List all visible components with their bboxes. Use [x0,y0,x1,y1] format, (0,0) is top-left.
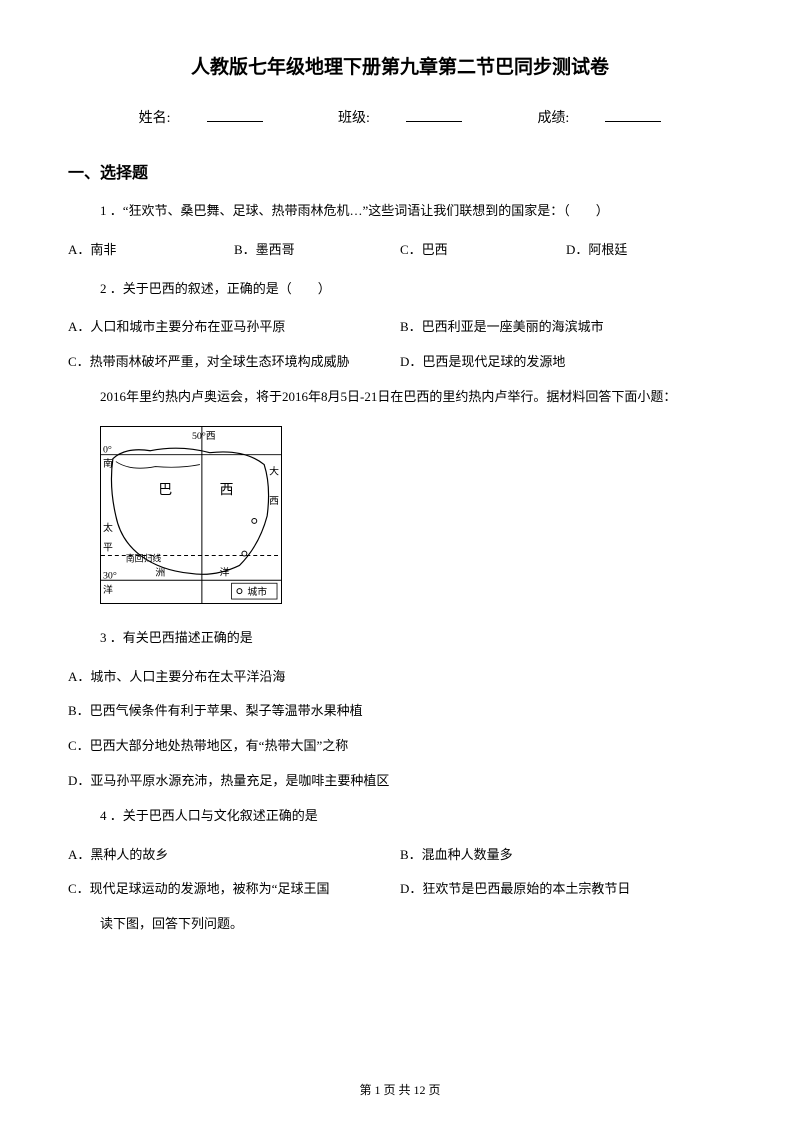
question-1-options: A．南非 B．墨西哥 C．巴西 D．阿根廷 [68,240,732,261]
map-label-zhou: 洲 [155,567,165,578]
question-2-options-row2: C．热带雨林破坏严重，对全球生态环境构成威胁 D．巴西是现代足球的发源地 [68,352,732,373]
q2-option-b: B．巴西利亚是一座美丽的海滨城市 [400,317,732,338]
class-underline [406,108,462,122]
map-label-0: 0° [103,444,112,455]
section-header: 一、选择题 [68,159,732,183]
brazil-map: 50°西 0° 南 巴 西 大 西 太 平 南回归线 洲 30° 洋 洋 城市 [100,426,282,604]
map-label-tropic: 南回归线 [126,552,162,563]
q2-option-a: A．人口和城市主要分布在亚马孙平原 [68,317,400,338]
map-label-xi: 西 [220,482,234,497]
q3-option-b: B．巴西气候条件有利于苹果、梨子等温带水果种植 [68,701,732,722]
map-label-ba: 巴 [158,482,172,497]
map-label-yang: 洋 [103,583,113,596]
q1-option-c: C．巴西 [400,240,566,261]
name-label: 姓名: [139,107,171,127]
question-4-options-row2: C．现代足球运动的发源地，被称为“足球王国 D．狂欢节是巴西最原始的本土宗教节日 [68,879,732,900]
map-label-30: 30° [103,570,117,581]
context-text-1: 2016年里约热内卢奥运会，将于2016年8月5日-21日在巴西的里约热内卢举行… [68,387,732,408]
q4-option-b: B．混血种人数量多 [400,845,732,866]
q1-option-a: A．南非 [68,240,234,261]
q3-option-d: D．亚马孙平原水源充沛，热量充足，是咖啡主要种植区 [68,771,732,792]
map-label-tai: 太 [103,521,113,534]
map-legend-city: 城市 [247,585,267,598]
question-3-text: 3 ．有关巴西描述正确的是 [68,628,732,649]
page-title: 人教版七年级地理下册第九章第二节巴同步测试卷 [68,52,732,79]
map-label-xi2: 西 [269,496,279,507]
map-label-50w: 50°西 [192,431,216,442]
question-2-options-row1: A．人口和城市主要分布在亚马孙平原 B．巴西利亚是一座美丽的海滨城市 [68,317,732,338]
map-label-da: 大 [269,464,279,477]
question-4-text: 4 ．关于巴西人口与文化叙述正确的是 [68,806,732,827]
page-footer: 第 1 页 共 12 页 [0,1081,800,1098]
score-field: 成绩: [519,107,679,127]
q1-option-b: B．墨西哥 [234,240,400,261]
map-label-equator: 南 [103,456,113,469]
map-label-ping: 平 [103,542,113,553]
q2-option-c: C．热带雨林破坏严重，对全球生态环境构成威胁 [68,352,400,373]
student-info-row: 姓名: 班级: 成绩: [68,107,732,127]
name-underline [207,108,263,122]
q1-option-d: D．阿根廷 [566,240,732,261]
class-label: 班级: [338,107,370,127]
q4-option-d: D．狂欢节是巴西最原始的本土宗教节日 [400,879,732,900]
score-underline [605,108,661,122]
question-4-options-row1: A．黑种人的故乡 B．混血种人数量多 [68,845,732,866]
context-text-2: 读下图，回答下列问题。 [68,914,732,935]
q4-option-c: C．现代足球运动的发源地，被称为“足球王国 [68,879,400,900]
q3-option-a: A．城市、人口主要分布在太平洋沿海 [68,667,732,688]
score-label: 成绩: [537,107,569,127]
map-label-yang2: 洋 [220,565,230,578]
q4-option-a: A．黑种人的故乡 [68,845,400,866]
question-2-text: 2 ．关于巴西的叙述，正确的是（ ） [68,279,732,300]
q2-option-d: D．巴西是现代足球的发源地 [400,352,732,373]
class-field: 班级: [320,107,480,127]
name-field: 姓名: [121,107,281,127]
map-svg: 50°西 0° 南 巴 西 大 西 太 平 南回归线 洲 30° 洋 洋 城市 [101,427,281,603]
q3-option-c: C．巴西大部分地处热带地区，有“热带大国”之称 [68,736,732,757]
question-1-text: 1 ．“狂欢节、桑巴舞、足球、热带雨林危机…”这些词语让我们联想到的国家是：（ … [68,201,732,222]
